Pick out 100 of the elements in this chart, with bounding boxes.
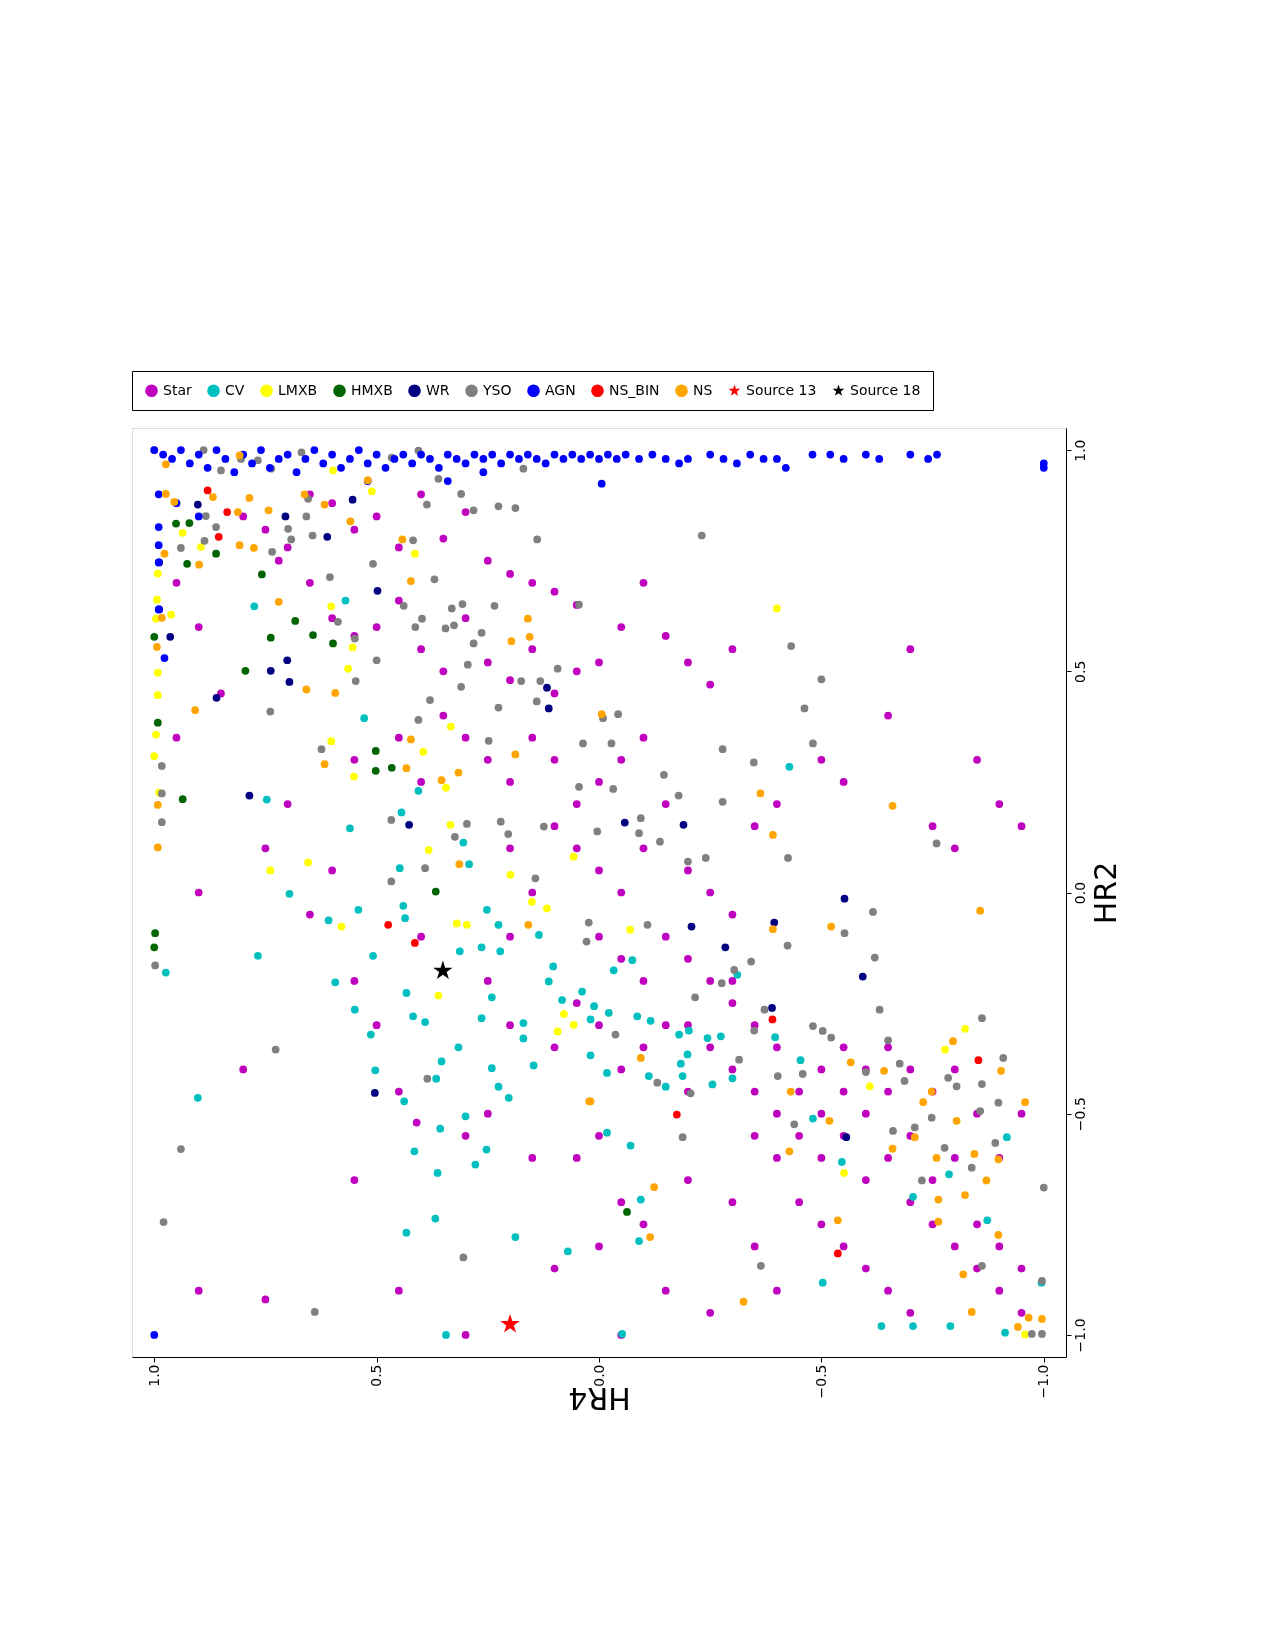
point	[543, 683, 551, 692]
point	[543, 904, 551, 913]
point	[833, 1249, 842, 1258]
point	[344, 664, 353, 673]
legend-label: YSO	[482, 381, 512, 398]
point	[212, 693, 221, 702]
point	[183, 559, 192, 568]
point	[431, 887, 440, 896]
point	[150, 943, 159, 952]
legend-label: WR	[426, 381, 450, 398]
point	[150, 752, 159, 761]
point	[185, 519, 194, 527]
point	[840, 1169, 848, 1177]
point	[178, 528, 187, 537]
point	[212, 549, 220, 558]
point	[151, 929, 159, 938]
point	[193, 500, 202, 509]
point	[152, 730, 160, 739]
point	[266, 866, 275, 875]
legend-label: LMXB	[278, 381, 318, 398]
point	[327, 737, 336, 746]
point	[770, 918, 779, 927]
point	[283, 656, 292, 665]
point	[687, 922, 696, 931]
y-tick-label: −0.5	[1071, 1097, 1088, 1132]
point	[373, 586, 382, 595]
point	[323, 532, 332, 541]
point	[214, 532, 223, 541]
point	[623, 1208, 631, 1216]
point	[974, 1056, 983, 1065]
legend-label: HMXB	[351, 381, 393, 398]
point	[463, 920, 471, 929]
x-tick-label: 0.5	[368, 1364, 385, 1387]
point	[153, 691, 162, 700]
point	[153, 718, 162, 727]
y-tick-label: 0.0	[1071, 881, 1088, 905]
point	[203, 486, 212, 495]
legend-label: Source 18	[850, 381, 921, 398]
point	[446, 820, 455, 829]
x-tick-label: −0.5	[812, 1364, 829, 1399]
point	[371, 747, 380, 755]
point	[544, 704, 553, 713]
legend-label: Source 13	[746, 381, 817, 398]
point	[1021, 1330, 1029, 1339]
point	[304, 858, 312, 867]
point	[153, 668, 162, 677]
legend-label: NS_BIN	[609, 381, 660, 398]
point	[327, 602, 336, 611]
point	[245, 791, 254, 800]
point	[961, 1024, 969, 1033]
point	[337, 922, 346, 931]
point	[153, 569, 162, 578]
point	[172, 519, 180, 528]
point	[506, 870, 515, 879]
point	[452, 919, 461, 928]
legend-label: CV	[225, 381, 245, 398]
point	[434, 991, 443, 1000]
point	[291, 617, 300, 625]
point	[442, 783, 450, 792]
point	[424, 846, 433, 854]
point	[285, 678, 294, 686]
y-tick-label: 0.5	[1071, 660, 1088, 683]
point	[447, 722, 455, 731]
point	[329, 639, 337, 648]
point	[309, 631, 317, 639]
point	[384, 920, 393, 929]
point	[329, 466, 337, 475]
x-tick-label: 0.0	[590, 1364, 607, 1387]
legend-label: Star	[163, 381, 192, 398]
point	[197, 543, 205, 551]
point	[569, 1020, 578, 1029]
point	[348, 643, 357, 652]
x-tick-label: −1.0	[1035, 1364, 1052, 1399]
legend-label: NS	[693, 381, 713, 398]
y-axis-title: HR2	[1087, 861, 1123, 925]
point	[419, 747, 428, 756]
point	[620, 818, 629, 827]
point	[626, 925, 635, 934]
point	[266, 667, 275, 675]
point	[371, 766, 380, 775]
point	[167, 610, 176, 619]
point	[153, 595, 161, 604]
y-tick-label: 1.0	[1071, 439, 1088, 462]
point	[858, 972, 867, 981]
legend-label: AGN	[545, 381, 576, 398]
point	[679, 820, 688, 829]
point	[266, 633, 275, 642]
point	[721, 943, 730, 952]
point	[569, 852, 578, 861]
point	[405, 820, 413, 829]
point	[258, 570, 266, 579]
point	[387, 763, 396, 772]
point	[865, 1082, 874, 1091]
point	[348, 495, 357, 504]
point	[553, 1027, 562, 1036]
point	[768, 1004, 776, 1012]
point	[166, 632, 175, 641]
point	[150, 632, 159, 641]
point	[840, 894, 849, 903]
point	[241, 667, 250, 675]
